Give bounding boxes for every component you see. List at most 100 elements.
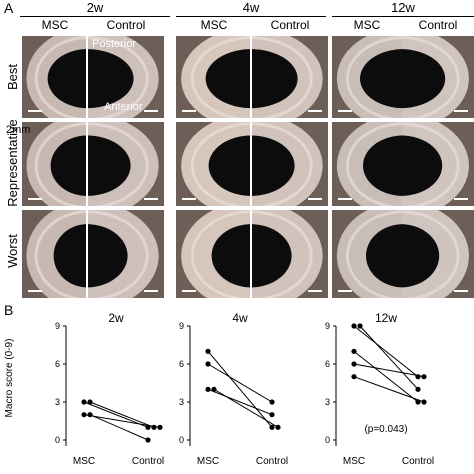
y-tick-label: 9 xyxy=(55,321,60,331)
photo-worst-msc-2w xyxy=(22,210,86,298)
series-line xyxy=(353,325,419,378)
scale-bar xyxy=(182,290,196,292)
data-point xyxy=(205,361,211,367)
data-point xyxy=(205,348,211,354)
panel-label-a: A xyxy=(4,0,14,16)
photo-representative-control-4w xyxy=(252,122,328,206)
y-tick-label: 6 xyxy=(325,359,330,369)
data-point xyxy=(415,386,421,392)
series-line xyxy=(213,388,279,428)
week-header-4w: 4w xyxy=(242,0,260,15)
scale-bar xyxy=(144,290,158,292)
x-tick-label: MSC xyxy=(73,456,95,467)
photo-best-control-2w xyxy=(88,36,164,118)
data-point xyxy=(145,437,151,443)
week-divider-2w xyxy=(20,16,170,17)
col-label-msc-12w: MSC xyxy=(353,18,381,32)
data-point xyxy=(87,412,93,418)
data-point xyxy=(269,424,275,430)
photo-worst-msc-4w xyxy=(176,210,250,298)
chart-12w: 12w 0 3 6 9 MSC Control (p=0.043) xyxy=(325,311,434,467)
photo-representative-msc-12w xyxy=(332,122,402,206)
scale-bar xyxy=(182,198,196,200)
posterior-annotation: Posterior xyxy=(92,38,137,50)
chart-title: 12w xyxy=(375,311,397,325)
photo-representative-msc-4w xyxy=(176,122,250,206)
x-tick-label: MSC xyxy=(197,456,219,467)
col-label-control-4w: Control xyxy=(270,18,310,32)
data-point xyxy=(421,374,427,380)
series-line xyxy=(353,363,425,378)
photo-worst-control-12w xyxy=(402,210,474,298)
y-tick-label: 9 xyxy=(325,321,330,331)
photo-representative-control-12w xyxy=(402,122,474,206)
photo-best-control-12w xyxy=(402,36,474,118)
y-tick-label: 3 xyxy=(179,397,184,407)
col-label-msc-2w: MSC xyxy=(41,18,69,32)
scale-bar xyxy=(28,198,42,200)
data-point xyxy=(357,323,363,329)
scale-bar xyxy=(338,290,352,292)
series-line xyxy=(89,414,149,441)
scale-bar xyxy=(308,290,322,292)
p-value-annotation: (p=0.043) xyxy=(364,424,407,435)
data-point xyxy=(421,399,427,405)
chart-4w: 4w 0 3 6 9 MSC Control xyxy=(179,311,288,467)
data-point xyxy=(81,399,87,405)
scale-bar xyxy=(28,290,42,292)
scale-annotation: 2mm xyxy=(6,124,31,136)
chart-2w: 2w 0 3 6 9 MSC Control xyxy=(55,311,164,467)
x-tick-label: Control xyxy=(402,456,434,467)
photo-best-msc-2w xyxy=(22,36,86,118)
photo-representative-control-2w xyxy=(88,122,164,206)
photo-best-control-4w xyxy=(252,36,328,118)
series-line xyxy=(353,376,425,403)
scale-bar xyxy=(454,198,468,200)
chart-title: 4w xyxy=(232,311,248,325)
week-header-12w: 12w xyxy=(391,0,415,15)
data-point xyxy=(351,361,357,367)
scale-bar xyxy=(28,110,42,112)
data-point xyxy=(269,412,275,418)
scale-bar xyxy=(338,198,352,200)
data-point xyxy=(275,424,281,430)
y-tick-label: 0 xyxy=(55,435,60,445)
data-point xyxy=(151,424,157,430)
scale-bar xyxy=(144,110,158,112)
photo-best-msc-12w xyxy=(332,36,402,118)
panel-label-b: B xyxy=(4,302,14,318)
photo-worst-msc-12w xyxy=(332,210,402,298)
x-tick-label: MSC xyxy=(343,456,365,467)
series-line xyxy=(89,401,155,428)
photo-worst-control-4w xyxy=(252,210,328,298)
y-tick-label: 3 xyxy=(55,397,60,407)
series-line xyxy=(207,351,273,428)
series-line xyxy=(353,350,419,403)
data-point xyxy=(81,412,87,418)
row-label-best: Best xyxy=(5,64,20,91)
scale-bar xyxy=(308,110,322,112)
data-point xyxy=(269,399,275,405)
x-tick-label: Control xyxy=(256,456,288,467)
y-tick-label: 6 xyxy=(55,359,60,369)
week-divider-4w xyxy=(176,16,326,17)
row-label-worst: Worst xyxy=(5,234,20,268)
data-point xyxy=(351,348,357,354)
y-tick-label: 9 xyxy=(179,321,184,331)
anterior-annotation: Anterior xyxy=(104,101,143,113)
series-line xyxy=(207,363,273,403)
data-point xyxy=(351,374,357,380)
scale-bar xyxy=(454,110,468,112)
data-point xyxy=(87,399,93,405)
week-header-2w: 2w xyxy=(86,0,104,15)
scale-bar xyxy=(182,110,196,112)
series-line xyxy=(359,325,419,390)
y-axis-label: Macro score (0-9) xyxy=(4,338,15,418)
week-divider-12w xyxy=(332,16,474,17)
series-line xyxy=(207,388,273,416)
series-line xyxy=(83,414,161,428)
y-tick-label: 6 xyxy=(179,359,184,369)
data-point xyxy=(205,386,211,392)
chart-title: 2w xyxy=(108,311,124,325)
col-label-control-2w: Control xyxy=(106,18,146,32)
